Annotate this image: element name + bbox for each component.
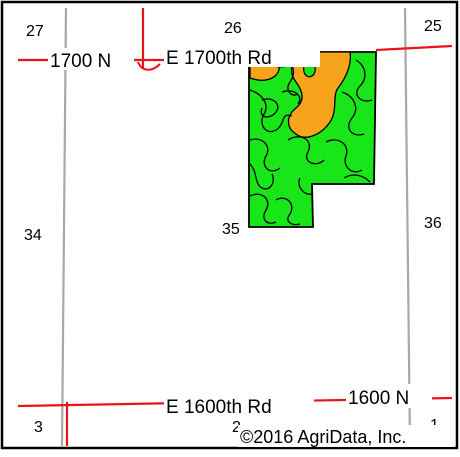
label-bg-north-short [48, 48, 134, 70]
section-line-east [403, 7, 412, 447]
label-bg-south-short [346, 384, 432, 408]
soil-field [248, 51, 377, 228]
section-line-west [60, 7, 68, 447]
road-label-south-short: 1600 N [348, 388, 409, 409]
road-labels: 1700 N E 1700th Rd E 1600th Rd 1600 N [48, 43, 432, 418]
road-north-curve [137, 61, 161, 71]
copyright-bg [238, 425, 454, 447]
road-label-south-long: E 1600th Rd [166, 397, 272, 418]
section-lines [60, 7, 412, 447]
section-number-25: 25 [424, 18, 442, 35]
label-bg-north-long [164, 43, 320, 67]
section-number-3: 3 [34, 419, 43, 436]
road-label-north-long: E 1700th Rd [166, 48, 272, 69]
field-boundary [248, 51, 377, 228]
section-number-34: 34 [24, 227, 42, 244]
copyright-notice: ©2016 AgriData, Inc. [240, 427, 406, 447]
section-number-26: 26 [224, 20, 242, 37]
section-number-36: 36 [424, 215, 442, 232]
section-number-27: 27 [26, 23, 44, 40]
label-bg-south-long [164, 393, 314, 417]
road-label-north-short: 1700 N [50, 51, 111, 72]
road-north-east-segment [375, 44, 453, 52]
section-number-35: 35 [222, 221, 240, 238]
soil-boundaries [249, 59, 373, 226]
section-number-2: 2 [232, 419, 241, 436]
